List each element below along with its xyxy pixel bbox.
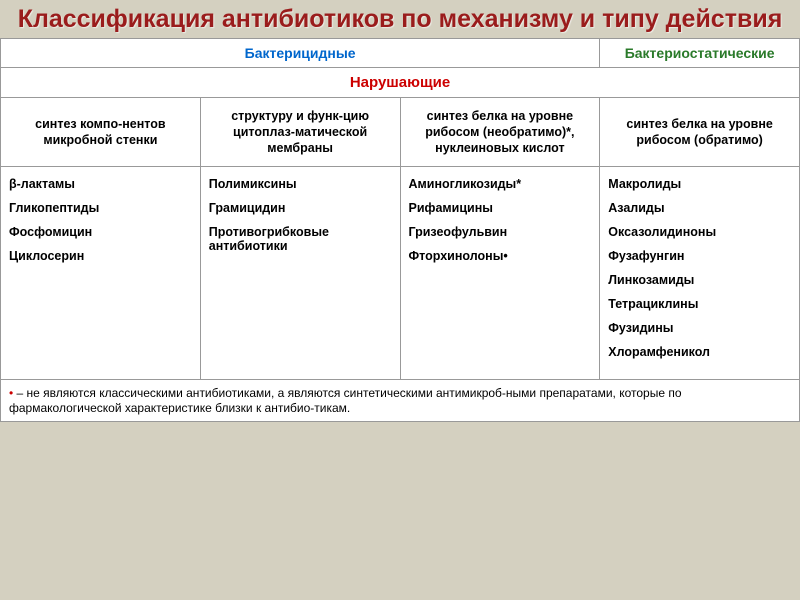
drug-item: Циклосерин — [9, 249, 192, 263]
drugs-col2: Полимиксины Грамицидин Противогрибковые … — [200, 167, 400, 380]
drug-item: Аминогликозиды* — [409, 177, 592, 191]
drug-item: Фузафунгин — [608, 249, 791, 263]
drug-item: Тетрациклины — [608, 297, 791, 311]
drugs-col4: Макролиды Азалиды Оксазолидиноны Фузафун… — [600, 167, 800, 380]
mechanism-col3: синтез белка на уровне рибосом (необрати… — [400, 97, 600, 167]
drug-item: Фосфомицин — [9, 225, 192, 239]
slide-container: Классификация антибиотиков по механизму … — [0, 0, 800, 600]
footnote-row: • – не являются классическими антибиотик… — [1, 380, 800, 422]
drug-item: Фторхинолоны• — [409, 249, 592, 263]
drug-item: β-лактамы — [9, 177, 192, 191]
drug-item: Грамицидин — [209, 201, 392, 215]
header-bacteriostatic: Бактериостатические — [600, 38, 800, 67]
mechanism-col4: синтез белка на уровне рибосом (обратимо… — [600, 97, 800, 167]
footnote-cell: • – не являются классическими антибиотик… — [1, 380, 800, 422]
drug-item: Полимиксины — [209, 177, 392, 191]
drug-item: Азалиды — [608, 201, 791, 215]
disrupting-label: Нарушающие — [1, 67, 800, 97]
drugs-col3: Аминогликозиды* Рифамицины Гризеофульвин… — [400, 167, 600, 380]
drug-item: Фузидины — [608, 321, 791, 335]
drug-item: Линкозамиды — [608, 273, 791, 287]
table-header-row: Бактерицидные Бактериостатические — [1, 38, 800, 67]
drug-item: Хлорамфеникол — [608, 345, 791, 359]
header-bactericidal: Бактерицидные — [1, 38, 600, 67]
disrupting-row: Нарушающие — [1, 67, 800, 97]
classification-table: Бактерицидные Бактериостатические Наруша… — [0, 38, 800, 423]
drug-item: Противогрибковые антибиотики — [209, 225, 392, 253]
footnote-text: – не являются классическими антибиотикам… — [9, 386, 682, 414]
mechanism-col1: синтез компо-нентов микробной стенки — [1, 97, 201, 167]
drugs-col1: β-лактамы Гликопептиды Фосфомицин Циклос… — [1, 167, 201, 380]
mechanism-col2: структуру и функ-цию цитоплаз-матической… — [200, 97, 400, 167]
drug-item: Рифамицины — [409, 201, 592, 215]
drug-item: Оксазолидиноны — [608, 225, 791, 239]
drug-item: Гликопептиды — [9, 201, 192, 215]
mechanism-row: синтез компо-нентов микробной стенки стр… — [1, 97, 800, 167]
drug-item: Гризеофульвин — [409, 225, 592, 239]
slide-title: Классификация антибиотиков по механизму … — [0, 0, 800, 38]
drug-item: Макролиды — [608, 177, 791, 191]
drugs-row: β-лактамы Гликопептиды Фосфомицин Циклос… — [1, 167, 800, 380]
